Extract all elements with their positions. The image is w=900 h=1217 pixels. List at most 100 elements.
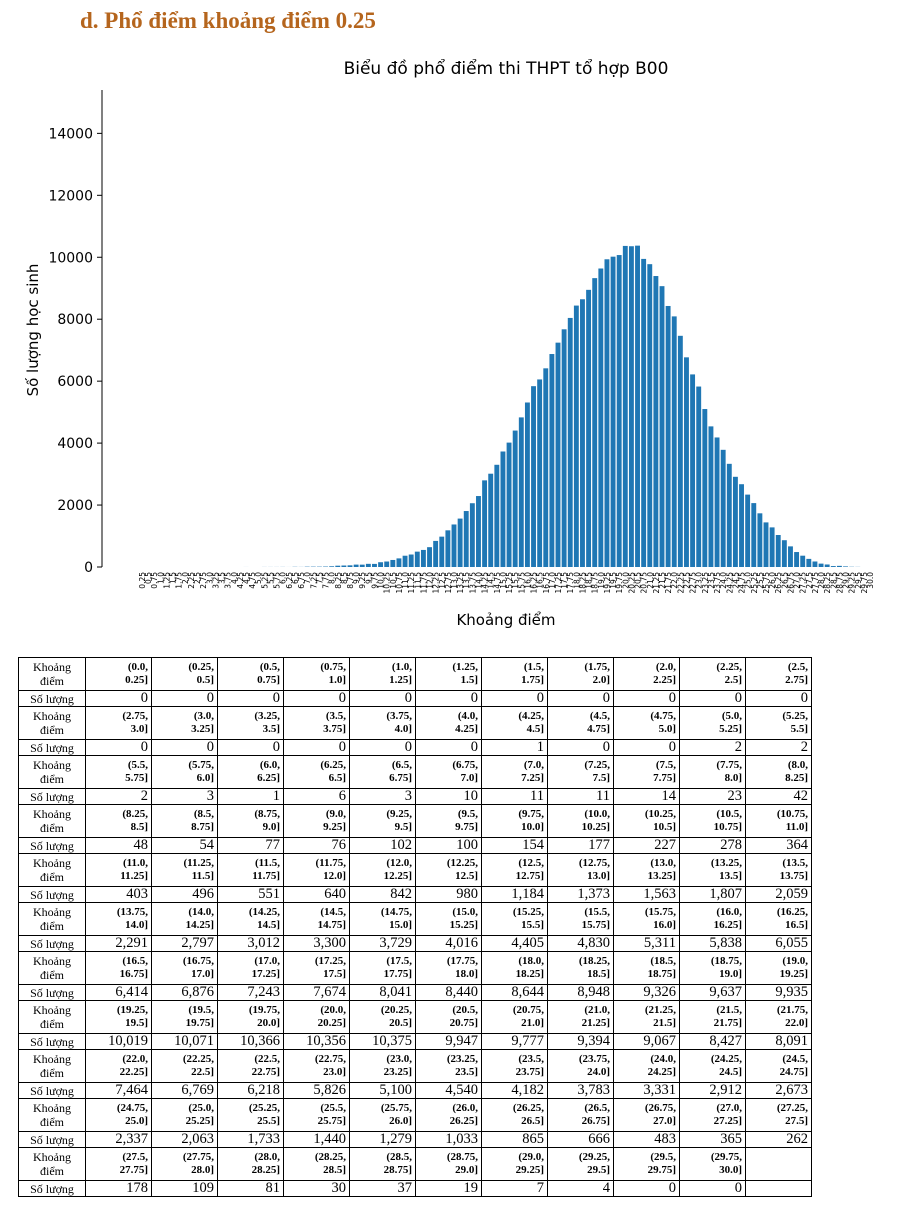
bar bbox=[720, 449, 726, 567]
x-tick-label: 13.0 bbox=[450, 572, 459, 589]
x-tick-label: 21.5 bbox=[658, 572, 667, 589]
interval-text: (16.25, 16.5] bbox=[776, 906, 808, 931]
score-table: Khoảng điểm (0.0, 0.25] (0.25, 0.5] (0.5, 0… bbox=[18, 657, 812, 1197]
row-label: Khoảng điểm bbox=[18, 657, 86, 691]
count-cell: 1,440 bbox=[283, 1131, 350, 1148]
interval-cell: (25.0, 25.25] bbox=[151, 1098, 218, 1132]
interval-cell: (16.25, 16.5] bbox=[745, 902, 812, 936]
interval-row: Khoảng điểm (11.0, 11.25] (11.25, 11.5] (11… bbox=[18, 853, 812, 887]
x-tick-label: 26.25 bbox=[774, 572, 783, 594]
bar bbox=[800, 555, 806, 567]
count-cell: 4,016 bbox=[415, 935, 482, 952]
x-tick-label: 3.5 bbox=[218, 572, 227, 584]
interval-text: (22.25, 22.5] bbox=[182, 1053, 214, 1078]
x-tick-label: 10.75 bbox=[395, 572, 404, 594]
count-cell: 640 bbox=[283, 886, 350, 903]
count-cell: 1,184 bbox=[481, 886, 548, 903]
row-label: Số lượng bbox=[18, 837, 86, 854]
count-cell: 6 bbox=[283, 788, 350, 805]
x-tick-label: 25.5 bbox=[756, 572, 765, 589]
interval-cell: (26.5, 26.75] bbox=[547, 1098, 614, 1132]
count-cell: 0 bbox=[151, 739, 218, 756]
interval-text: (19.5, 19.75] bbox=[185, 1004, 214, 1029]
interval-cell: (23.5, 23.75] bbox=[481, 1049, 548, 1083]
interval-text: (2.75, 3.0] bbox=[122, 710, 148, 735]
x-tick-label: 6.5 bbox=[291, 572, 300, 584]
bar bbox=[537, 379, 543, 567]
interval-cell: (16.75, 17.0] bbox=[151, 951, 218, 985]
x-tick-label: 13.25 bbox=[456, 572, 465, 594]
bar bbox=[396, 558, 402, 567]
row-label: Số lượng bbox=[18, 1082, 86, 1099]
count-cell: 0 bbox=[85, 690, 152, 707]
interval-text: (15.75, 16.0] bbox=[644, 906, 676, 931]
interval-cell: (14.5, 14.75] bbox=[283, 902, 350, 936]
interval-cell: (7.75, 8.0] bbox=[679, 755, 746, 789]
count-cell: 5,838 bbox=[679, 935, 746, 952]
count-cell: 0 bbox=[415, 739, 482, 756]
x-tick-label: 4.0 bbox=[230, 572, 239, 584]
interval-text: (27.25, 27.5] bbox=[776, 1102, 808, 1127]
interval-text: (12.0, 12.25] bbox=[383, 857, 412, 882]
row-label: Số lượng bbox=[18, 935, 86, 952]
x-tick-label: 15.0 bbox=[499, 572, 508, 589]
interval-text: (2.0, 2.25] bbox=[653, 661, 676, 686]
interval-cell: (24.0, 24.25] bbox=[613, 1049, 680, 1083]
x-tick-label: 13.75 bbox=[468, 572, 477, 594]
count-cell: 842 bbox=[349, 886, 416, 903]
x-tick-label: 17.0 bbox=[548, 572, 557, 589]
x-tick-label: 12.0 bbox=[426, 572, 435, 589]
bar bbox=[696, 386, 702, 567]
count-cell: 1,373 bbox=[547, 886, 614, 903]
bar bbox=[781, 540, 787, 567]
x-tick-label: 8.75 bbox=[346, 572, 355, 589]
bar bbox=[567, 317, 573, 567]
count-row: Số lượng 2,337 2,063 1,733 1,440 1,279 1,033 86… bbox=[18, 1131, 812, 1148]
interval-cell: (16.5, 16.75] bbox=[85, 951, 152, 985]
bar bbox=[506, 442, 512, 567]
interval-text: (10.5, 10.75] bbox=[713, 808, 742, 833]
interval-cell: (10.0, 10.25] bbox=[547, 804, 614, 838]
row-label: Số lượng bbox=[18, 690, 86, 707]
count-cell: 666 bbox=[547, 1131, 614, 1148]
interval-cell: (27.5, 27.75] bbox=[85, 1147, 152, 1181]
interval-cell: (12.25, 12.5] bbox=[415, 853, 482, 887]
bar bbox=[359, 564, 365, 567]
interval-text: (23.0, 23.25] bbox=[383, 1053, 412, 1078]
interval-cell: (2.0, 2.25] bbox=[613, 657, 680, 691]
count-row: Số lượng 2,291 2,797 3,012 3,300 3,729 4,016 4,… bbox=[18, 935, 812, 952]
chart: Biểu đồ phổ điểm thi THPT tổ hợp B00 Kho… bbox=[24, 58, 875, 629]
row-label: Khoảng điểm bbox=[18, 1147, 86, 1181]
interval-cell: (0.25, 0.5] bbox=[151, 657, 218, 691]
bar bbox=[671, 316, 677, 567]
count-cell: 5,826 bbox=[283, 1082, 350, 1099]
interval-text: (11.0, 11.25] bbox=[120, 857, 148, 882]
x-tick-label: 10.5 bbox=[389, 572, 398, 589]
x-tick-label: 25.75 bbox=[762, 572, 771, 594]
row-label: Khoảng điểm bbox=[18, 706, 86, 740]
x-tick-label: 2.75 bbox=[199, 572, 208, 589]
interval-text: (17.0, 17.25] bbox=[251, 955, 280, 980]
interval-cell: (24.75, 25.0] bbox=[85, 1098, 152, 1132]
count-cell: 4,830 bbox=[547, 935, 614, 952]
interval-cell: (11.75, 12.0] bbox=[283, 853, 350, 887]
interval-cell: (13.25, 13.5] bbox=[679, 853, 746, 887]
interval-text: (20.25, 20.5] bbox=[380, 1004, 412, 1029]
interval-cell: (13.75, 14.0] bbox=[85, 902, 152, 936]
interval-cell: (8.0, 8.25] bbox=[745, 755, 812, 789]
bar bbox=[843, 566, 848, 567]
count-cell: 1,279 bbox=[349, 1131, 416, 1148]
interval-text: (0.75, 1.0] bbox=[320, 661, 346, 686]
bar bbox=[427, 547, 432, 567]
interval-text: (6.75, 7.0] bbox=[452, 759, 478, 784]
x-tick-label: 27.5 bbox=[805, 572, 814, 589]
interval-cell: (29.25, 29.5] bbox=[547, 1147, 614, 1181]
count-cell: 0 bbox=[613, 690, 680, 707]
y-tick-label: 0 bbox=[84, 560, 93, 576]
interval-cell: (15.25, 15.5] bbox=[481, 902, 548, 936]
x-tick-label: 4.25 bbox=[236, 572, 245, 589]
interval-cell: (4.75, 5.0] bbox=[613, 706, 680, 740]
count-cell: 10,356 bbox=[283, 1033, 350, 1050]
interval-row: Khoảng điểm (5.5, 5.75] (5.75, 6.0] (6.0, 6… bbox=[18, 755, 812, 789]
interval-cell: (13.5, 13.75] bbox=[745, 853, 812, 887]
